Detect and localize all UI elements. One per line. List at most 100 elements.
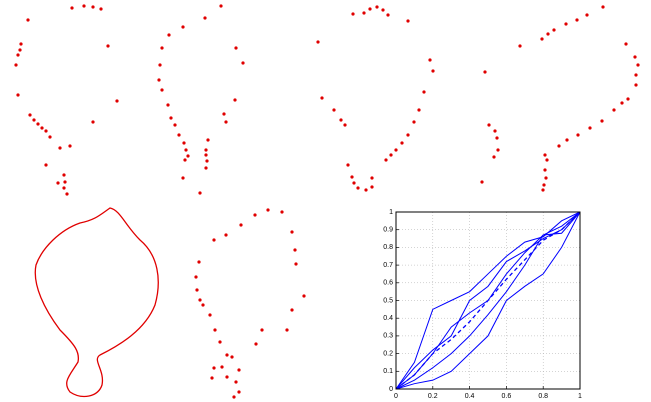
y-tick-label: 1 bbox=[389, 209, 393, 216]
dot bbox=[32, 118, 35, 121]
y-tick-label: 0.9 bbox=[383, 227, 393, 234]
dot bbox=[400, 141, 403, 144]
dot bbox=[545, 158, 548, 161]
dot bbox=[518, 44, 521, 47]
dot bbox=[63, 180, 66, 183]
dot bbox=[186, 154, 189, 157]
outline-curve bbox=[35, 208, 158, 396]
dot bbox=[389, 153, 392, 156]
dot bbox=[225, 375, 228, 378]
dot bbox=[564, 22, 567, 25]
dot bbox=[237, 368, 240, 371]
dot bbox=[194, 275, 197, 278]
dot bbox=[70, 6, 73, 9]
dot bbox=[266, 208, 269, 211]
dot bbox=[431, 69, 434, 72]
dot bbox=[576, 133, 579, 136]
dot bbox=[28, 113, 31, 116]
dot bbox=[384, 158, 387, 161]
dot bbox=[541, 188, 544, 191]
dot bbox=[237, 390, 240, 393]
dot bbox=[167, 33, 170, 36]
dot bbox=[234, 46, 237, 49]
dot bbox=[204, 153, 207, 156]
dot bbox=[233, 98, 236, 101]
dot bbox=[26, 18, 29, 21]
x-tick-label: 1 bbox=[578, 393, 582, 400]
dot bbox=[350, 175, 353, 178]
y-tick-label: 0.4 bbox=[383, 315, 393, 322]
dot bbox=[544, 176, 547, 179]
dot bbox=[220, 365, 223, 368]
y-tick-label: 0.1 bbox=[383, 368, 393, 375]
dot bbox=[254, 342, 257, 345]
dot bbox=[222, 112, 225, 115]
dot bbox=[370, 185, 373, 188]
dot bbox=[406, 19, 409, 22]
dot bbox=[62, 173, 65, 176]
dot bbox=[160, 46, 163, 49]
dot bbox=[182, 141, 185, 144]
dot bbox=[183, 158, 186, 161]
dot bbox=[493, 129, 496, 132]
dot bbox=[232, 395, 235, 398]
dot bbox=[169, 116, 172, 119]
dot bbox=[56, 181, 59, 184]
dot bbox=[565, 138, 568, 141]
dot bbox=[422, 90, 425, 93]
dot bbox=[36, 122, 39, 125]
dot bbox=[320, 96, 323, 99]
dot bbox=[99, 7, 102, 10]
dot bbox=[201, 303, 204, 306]
dot bbox=[370, 176, 373, 179]
dot bbox=[339, 118, 342, 121]
dot bbox=[375, 5, 378, 8]
dot bbox=[362, 11, 365, 14]
dot bbox=[225, 353, 228, 356]
x-tick-label: 0.2 bbox=[428, 393, 438, 400]
dot bbox=[495, 136, 498, 139]
dot bbox=[620, 101, 623, 104]
dot bbox=[208, 313, 211, 316]
dot bbox=[346, 163, 349, 166]
dot bbox=[19, 42, 22, 45]
dot bbox=[557, 144, 560, 147]
dot bbox=[224, 233, 227, 236]
dot bbox=[160, 88, 163, 91]
dot bbox=[203, 16, 206, 19]
dot bbox=[540, 37, 543, 40]
dot bbox=[575, 18, 578, 21]
dot bbox=[332, 108, 335, 111]
dot bbox=[40, 126, 43, 129]
dot bbox=[634, 73, 637, 76]
dot bbox=[219, 4, 222, 7]
dot bbox=[205, 159, 208, 162]
dot bbox=[294, 262, 297, 265]
dot bbox=[234, 380, 237, 383]
x-tick-label: 0.6 bbox=[502, 393, 512, 400]
dot bbox=[636, 63, 639, 66]
dot bbox=[210, 376, 213, 379]
dot bbox=[68, 144, 71, 147]
y-tick-label: 0.7 bbox=[383, 262, 393, 269]
dot bbox=[157, 78, 160, 81]
dot bbox=[588, 126, 591, 129]
dot bbox=[158, 63, 161, 66]
dot bbox=[181, 176, 184, 179]
dot bbox=[230, 355, 233, 358]
dot bbox=[316, 40, 319, 43]
dot bbox=[177, 133, 180, 136]
dot bbox=[204, 166, 207, 169]
dot bbox=[552, 28, 555, 31]
dot bbox=[480, 180, 483, 183]
point-sets bbox=[14, 4, 639, 398]
dot bbox=[239, 223, 242, 226]
dot bbox=[166, 103, 169, 106]
x-tick-label: 0.8 bbox=[538, 393, 548, 400]
dot bbox=[406, 133, 409, 136]
dot bbox=[612, 108, 615, 111]
dot bbox=[302, 294, 305, 297]
dot bbox=[290, 308, 293, 311]
dot bbox=[352, 181, 355, 184]
